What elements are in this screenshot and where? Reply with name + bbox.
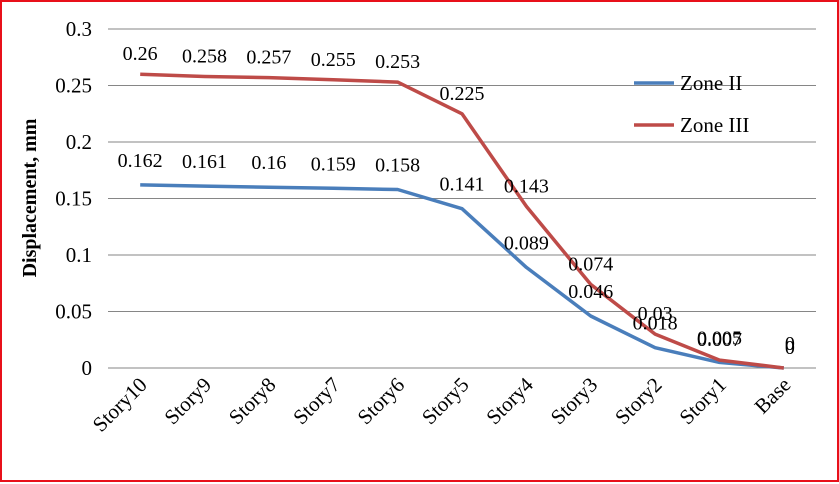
- x-tick-label: Story1: [674, 373, 731, 430]
- x-tick-label: Story2: [610, 373, 667, 430]
- gridlines: [108, 28, 816, 312]
- data-label: 0.089: [504, 232, 549, 254]
- data-label: 0.16: [251, 152, 286, 174]
- data-label: 0.005: [697, 327, 742, 349]
- data-label: 0.159: [311, 153, 356, 175]
- x-tick-label: Story4: [481, 372, 538, 429]
- x-tick-label: Story10: [88, 373, 152, 437]
- data-label: 0.258: [182, 45, 227, 67]
- y-tick-label: 0.1: [66, 243, 92, 267]
- x-axis-ticks: Story10 Story9 Story8 Story7 Story6 Story5 Sto…: [88, 372, 796, 436]
- y-tick-label: 0.2: [66, 130, 92, 154]
- x-tick-label: Story5: [417, 373, 474, 430]
- legend-label: Zone III: [680, 113, 749, 137]
- data-label: 0.162: [118, 150, 163, 172]
- legend-label: Zone II: [680, 71, 742, 95]
- data-label: 0.225: [440, 83, 485, 105]
- data-label: 0: [785, 333, 795, 355]
- data-label: 0.253: [375, 51, 420, 73]
- data-label: 0.074: [568, 253, 613, 275]
- x-tick-label: Story9: [160, 373, 217, 430]
- y-tick-label: 0.3: [66, 17, 92, 41]
- data-labels: 0.162 0.161 0.16 0.159 0.158 0.141 0.089 0.046 0…: [118, 43, 795, 359]
- series-line-zone-ii: [140, 183, 784, 370]
- data-label: 0.158: [375, 154, 420, 176]
- x-tick-label: Story7: [288, 373, 345, 430]
- series-lines: [140, 72, 785, 370]
- y-tick-label: 0.05: [55, 300, 92, 324]
- x-tick-label: Story8: [224, 373, 281, 430]
- data-label: 0.257: [246, 47, 291, 69]
- data-label: 0.141: [440, 174, 485, 196]
- x-tick-label: Story6: [353, 373, 410, 430]
- y-tick-label: 0: [82, 356, 93, 380]
- data-label: 0.007: [697, 329, 742, 351]
- x-tick-label: Base: [750, 373, 796, 419]
- data-label: 0.255: [311, 49, 356, 71]
- y-axis-title: Displacement, mm: [19, 118, 41, 277]
- data-label: 0.046: [568, 281, 613, 303]
- data-label: 0.03: [638, 303, 673, 325]
- series-line-zone-iii: [140, 72, 785, 370]
- data-label: 0.143: [504, 175, 549, 197]
- data-label: 0.161: [182, 151, 227, 173]
- data-label: 0: [785, 337, 795, 359]
- x-tick-label: Story3: [546, 373, 603, 430]
- y-axis-ticks: 0 0.05 0.1 0.15 0.2 0.25 0.3: [55, 17, 92, 380]
- data-label: 0.018: [633, 313, 678, 335]
- y-tick-label: 0.15: [55, 187, 92, 211]
- data-label: 0.26: [123, 43, 158, 65]
- y-tick-label: 0.25: [55, 74, 92, 98]
- legend: Zone II Zone III: [634, 71, 749, 137]
